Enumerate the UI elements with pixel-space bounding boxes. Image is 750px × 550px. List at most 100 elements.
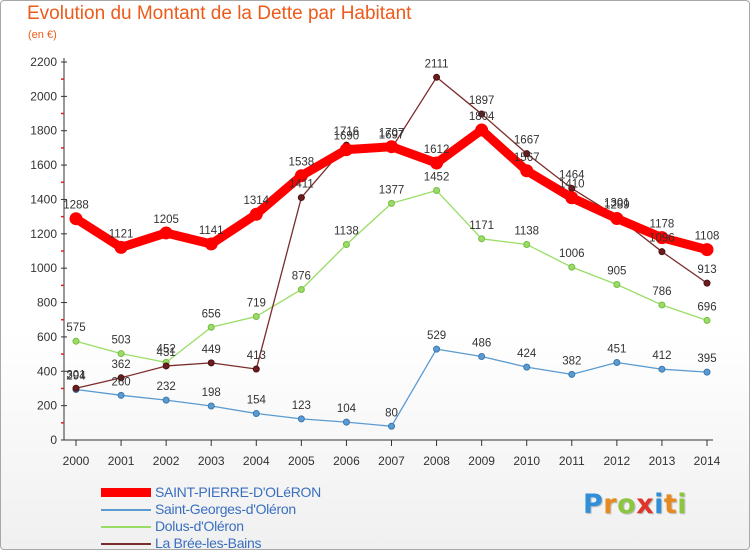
series-2-point xyxy=(117,350,125,358)
series-3-point xyxy=(207,359,215,367)
series-2-data-label: 876 xyxy=(292,270,311,282)
series-3-point xyxy=(117,374,125,382)
legend-item: Saint-Georges-d'Oléron xyxy=(101,501,401,518)
logo-letter: r xyxy=(603,489,618,520)
series-3-point xyxy=(433,73,441,81)
series-1-data-label: 80 xyxy=(385,407,398,419)
series-3-data-label: 1697 xyxy=(379,129,405,141)
series-0-point xyxy=(114,240,128,254)
series-1-point xyxy=(117,391,125,399)
series-0-data-label: 1288 xyxy=(63,200,89,212)
series-1-data-label: 451 xyxy=(607,344,626,356)
series-1-point xyxy=(658,365,666,373)
series-0-data-label: 1178 xyxy=(650,219,675,231)
series-2-data-label: 1138 xyxy=(334,225,359,237)
series-3-point xyxy=(523,150,531,158)
x-tick-label: 2011 xyxy=(559,454,585,468)
series-0-point xyxy=(430,156,444,170)
x-tick-label: 2002 xyxy=(153,454,180,468)
x-tick-label: 2014 xyxy=(694,454,721,468)
series-1-point xyxy=(162,396,170,404)
series-3-data-label: 913 xyxy=(697,264,716,276)
logo-letter: P xyxy=(583,489,604,520)
series-1-data-label: 424 xyxy=(517,348,537,360)
series-0-point xyxy=(565,191,579,205)
series-2-point xyxy=(388,199,395,207)
series-3-data-label: 1897 xyxy=(469,95,495,107)
series-3-data-label: 1667 xyxy=(514,135,540,147)
series-1-point xyxy=(297,415,305,423)
series-0-data-label: 1108 xyxy=(695,231,720,243)
series-0-data-label: 1804 xyxy=(469,111,495,123)
series-0-data-label: 1612 xyxy=(424,144,450,156)
series-1-data-label: 294 xyxy=(66,370,86,382)
logo-letter: i xyxy=(677,489,688,520)
series-3-point xyxy=(703,279,711,287)
series-3-data-label: 413 xyxy=(247,350,266,362)
series-2-point xyxy=(568,263,576,271)
x-tick-label: 2000 xyxy=(63,454,90,468)
series-0-point xyxy=(610,212,624,226)
series-2-point xyxy=(72,337,80,345)
series-2-point xyxy=(207,323,215,331)
series-0-point xyxy=(385,140,398,154)
series-1-data-label: 104 xyxy=(337,403,357,415)
series-3-point xyxy=(162,362,170,370)
series-0-point xyxy=(520,164,534,178)
series-1-data-label: 486 xyxy=(472,337,491,349)
series-1-data-label: 382 xyxy=(562,355,581,367)
y-tick-label: 1400 xyxy=(30,192,57,206)
proxiti-logo: Proxiti xyxy=(583,489,687,520)
chart-subtitle: (en €) xyxy=(28,29,57,41)
series-2-point xyxy=(658,301,666,309)
series-0-data-label: 1205 xyxy=(153,214,179,226)
series-2-data-label: 1377 xyxy=(379,184,405,196)
series-0-data-label: 1289 xyxy=(604,200,630,212)
series-3-data-label: 1411 xyxy=(289,179,314,191)
series-2-point xyxy=(703,316,711,324)
logo-letter: t xyxy=(663,489,678,520)
series-3-data-label: 1716 xyxy=(334,126,360,138)
series-1-data-label: 154 xyxy=(247,395,267,407)
series-0-data-label: 1141 xyxy=(199,225,224,237)
series-1-point xyxy=(478,352,486,360)
series-0-point xyxy=(69,212,83,226)
series-2-point xyxy=(342,240,350,248)
y-tick-label: 1600 xyxy=(30,158,57,172)
series-2-data-label: 1171 xyxy=(469,220,494,232)
x-tick-label: 2001 xyxy=(108,454,135,468)
legend-item: La Brée-les-Bains xyxy=(101,535,401,549)
series-2-data-label: 1452 xyxy=(424,172,450,184)
x-tick-label: 2004 xyxy=(243,454,270,468)
series-1-data-label: 232 xyxy=(157,381,176,393)
series-2-data-label: 575 xyxy=(66,322,85,334)
y-tick-label: 600 xyxy=(37,330,57,344)
series-2-point xyxy=(613,281,621,289)
series-2-point xyxy=(478,235,486,243)
series-0-point xyxy=(475,123,489,137)
series-0-data-label: 1121 xyxy=(109,228,134,240)
series-1-data-label: 529 xyxy=(427,330,446,342)
series-1-point xyxy=(613,359,621,367)
series-3-data-label: 449 xyxy=(202,344,221,356)
series-2-data-label: 503 xyxy=(111,335,130,347)
series-2-point xyxy=(523,240,531,248)
legend-swatch xyxy=(101,488,151,497)
series-3-data-label: 1096 xyxy=(649,233,675,245)
legend-item: SAINT-PIERRE-D'OLéRON xyxy=(101,484,401,501)
logo-letter: o xyxy=(617,489,637,520)
series-2-data-label: 905 xyxy=(607,266,626,278)
y-tick-label: 400 xyxy=(37,364,57,378)
legend-item: Dolus-d'Oléron xyxy=(101,518,401,535)
series-2-data-label: 452 xyxy=(157,343,176,355)
series-1-data-label: 123 xyxy=(292,400,311,412)
logo-letter: i xyxy=(654,489,664,520)
series-2-data-label: 656 xyxy=(202,308,221,320)
series-0-point xyxy=(339,143,353,157)
legend-swatch xyxy=(101,509,151,511)
series-1-data-label: 198 xyxy=(202,387,221,399)
series-2-point xyxy=(433,187,441,195)
series-0-data-label: 1410 xyxy=(559,179,585,191)
series-1-point xyxy=(342,418,350,426)
